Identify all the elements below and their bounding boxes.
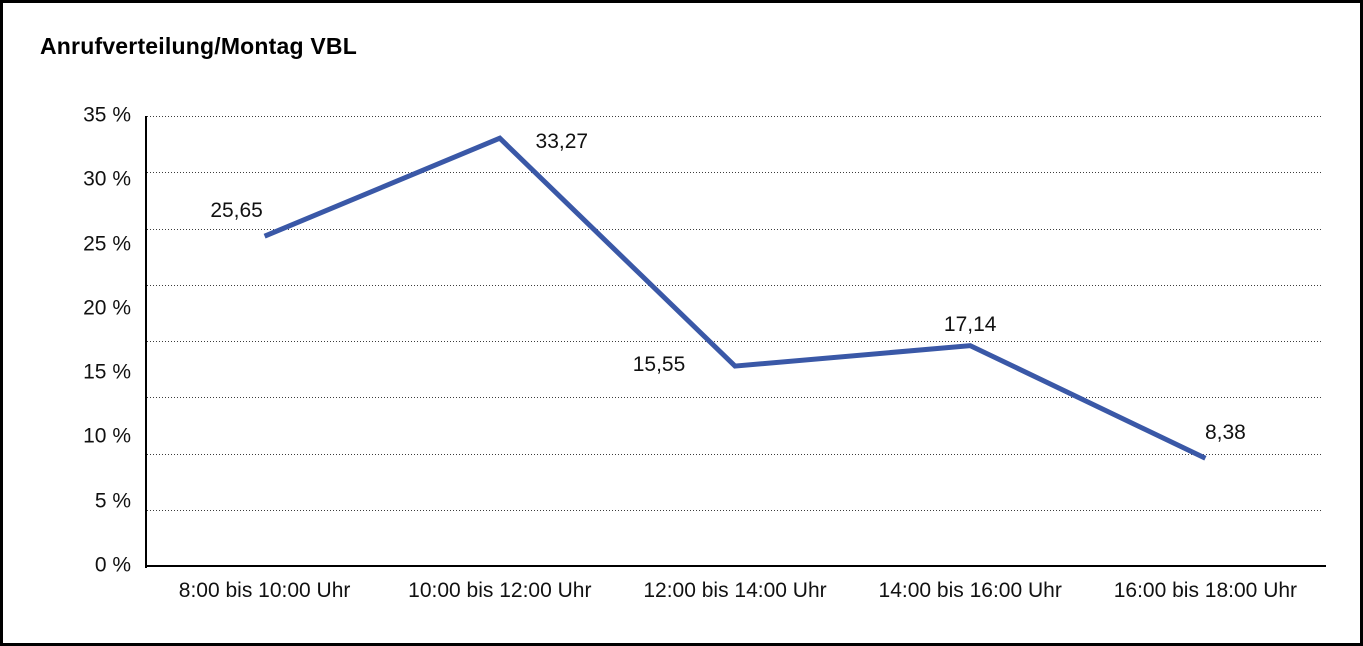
- y-tick-label: 10 %: [83, 424, 131, 448]
- x-tick-label: 16:00 bis 18:00 Uhr: [1113, 579, 1298, 602]
- x-axis-line: [145, 565, 1326, 567]
- y-tick-label: 35 %: [83, 103, 131, 127]
- plot-area: [147, 116, 1323, 566]
- data-label: 25,65: [210, 199, 263, 223]
- gridline: [147, 172, 1323, 174]
- gridline: [147, 453, 1323, 455]
- y-tick-label: 25 %: [83, 232, 131, 256]
- data-label: 8,38: [1204, 421, 1246, 445]
- y-tick-label: 5 %: [94, 489, 131, 513]
- y-tick-label: 30 %: [83, 167, 131, 191]
- data-line: [263, 135, 1207, 461]
- gridline: [147, 228, 1323, 230]
- y-tick-label: 0 %: [94, 553, 131, 577]
- data-label: 17,14: [943, 312, 997, 336]
- x-tick-label: 10:00 bis 12:00 Uhr: [408, 579, 592, 602]
- y-axis-line: [145, 116, 147, 568]
- gridline: [147, 116, 1323, 117]
- gridline: [147, 509, 1323, 511]
- gridline: [147, 341, 1323, 342]
- line-series: [263, 135, 1207, 461]
- y-tick-label: 20 %: [83, 296, 131, 320]
- x-tick-label: 12:00 bis 14:00 Uhr: [643, 579, 827, 602]
- gridline: [147, 397, 1323, 399]
- x-tick-label: 14:00 bis 16:00 Uhr: [878, 579, 1062, 602]
- gridline: [147, 284, 1323, 286]
- y-tick-label: 15 %: [83, 360, 131, 384]
- chart-title: Anrufverteilung/Montag VBL: [40, 33, 357, 59]
- x-tick-label: 8:00 bis 10:00 Uhr: [178, 579, 351, 602]
- data-label: 33,27: [535, 130, 589, 154]
- data-label: 15,55: [632, 353, 686, 377]
